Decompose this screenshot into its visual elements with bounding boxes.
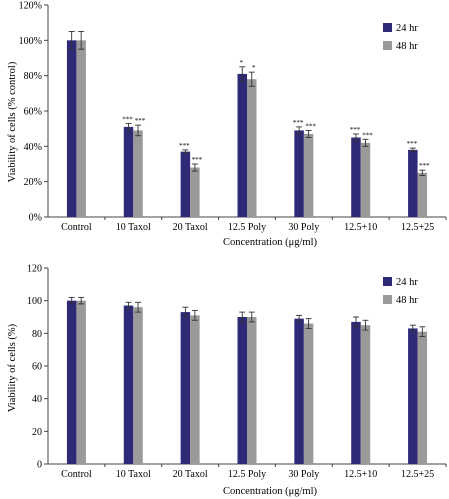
y-tick-label: 20% bbox=[24, 177, 42, 188]
significance-label: * bbox=[252, 64, 256, 72]
legend-swatch-24hr bbox=[383, 277, 392, 286]
y-tick-label: 60% bbox=[24, 107, 42, 118]
y-axis-title: Viability of cells (%) bbox=[7, 323, 18, 412]
bar-24hr bbox=[294, 130, 304, 217]
bar-24hr bbox=[123, 305, 134, 464]
x-tick-label: 12.5 Poly bbox=[228, 469, 266, 480]
bar-48hr bbox=[417, 172, 428, 217]
y-tick-label: 100% bbox=[19, 36, 42, 47]
y-tick-label: 40 bbox=[32, 394, 42, 405]
x-tick-label: 20 Taxol bbox=[173, 222, 208, 233]
x-tick-label: 12.5+10 bbox=[344, 469, 377, 480]
y-tick-label: 80 bbox=[32, 329, 42, 340]
significance-label: *** bbox=[293, 119, 304, 127]
legend-label-48hr: 48 hr bbox=[396, 295, 418, 306]
bar-48hr bbox=[247, 79, 257, 217]
chart-top: Viability of cells (% control) Concentra… bbox=[7, 1, 447, 248]
bar-48hr bbox=[133, 307, 143, 464]
bar-48hr bbox=[190, 167, 200, 217]
y-tick-label: 20 bbox=[32, 427, 42, 438]
significance-label: *** bbox=[419, 162, 430, 170]
x-tick-label: 12.5 Poly bbox=[228, 222, 266, 233]
x-tick-label: 30 Poly bbox=[288, 222, 319, 233]
x-tick-label: Control bbox=[61, 222, 92, 233]
bar-24hr bbox=[408, 149, 418, 217]
significance-label: *** bbox=[407, 140, 418, 148]
bar-48hr bbox=[303, 323, 314, 464]
significance-label: *** bbox=[362, 131, 373, 139]
legend-label-48hr: 48 hr bbox=[396, 41, 418, 52]
y-tick-label: 100 bbox=[27, 296, 42, 307]
x-tick-label: 30 Poly bbox=[288, 469, 319, 480]
significance-label: *** bbox=[192, 156, 203, 164]
significance-label: *** bbox=[135, 117, 146, 125]
x-tick-label: 12.5+10 bbox=[344, 222, 377, 233]
x-tick-label: 20 Taxol bbox=[173, 469, 208, 480]
legend-label-24hr: 24 hr bbox=[396, 277, 418, 288]
x-axis-title: Concentration (μg/ml) bbox=[223, 237, 317, 248]
significance-label: *** bbox=[122, 115, 133, 123]
x-tick-label: 10 Taxol bbox=[116, 469, 151, 480]
legend: 24 hr 48 hr bbox=[383, 23, 418, 52]
y-tick-label: 60 bbox=[32, 362, 42, 373]
y-tick-label: 80% bbox=[24, 71, 42, 82]
x-axis-title: Concentration (μg/ml) bbox=[223, 486, 317, 497]
y-tick-label: 0 bbox=[37, 460, 42, 471]
y-tick-label: 120% bbox=[19, 1, 42, 12]
bar-24hr bbox=[237, 317, 247, 464]
bar-48hr bbox=[247, 317, 257, 464]
bar-48hr bbox=[417, 331, 428, 464]
bar-48hr bbox=[133, 130, 143, 217]
y-axis-title: Viability of cells (% control) bbox=[7, 61, 18, 182]
significance-label: *** bbox=[305, 122, 316, 130]
bar-24hr bbox=[123, 126, 134, 217]
bar-24hr bbox=[66, 40, 77, 218]
bar-48hr bbox=[76, 40, 86, 218]
bar-48hr bbox=[360, 325, 371, 464]
bar-24hr bbox=[351, 321, 361, 464]
significance-label: * bbox=[240, 59, 244, 67]
bar-24hr bbox=[294, 318, 304, 464]
x-tick-label: 12.5+25 bbox=[401, 222, 434, 233]
bar-24hr bbox=[180, 312, 191, 464]
bar-24hr bbox=[66, 300, 77, 464]
y-tick-label: 0% bbox=[29, 213, 42, 224]
significance-label: *** bbox=[179, 142, 190, 150]
bar-48hr bbox=[360, 142, 371, 217]
chart-bottom: Viability of cells (%) Concentration (μg… bbox=[7, 264, 447, 497]
bar-24hr bbox=[408, 328, 418, 464]
legend: 24 hr 48 hr bbox=[383, 277, 418, 306]
significance-label: *** bbox=[350, 126, 361, 134]
x-tick-label: 10 Taxol bbox=[116, 222, 151, 233]
x-tick-label: 12.5+25 bbox=[401, 469, 434, 480]
bar-48hr bbox=[303, 133, 314, 217]
y-tick-label: 120 bbox=[27, 264, 42, 275]
bar-24hr bbox=[237, 73, 247, 218]
y-tick-label: 40% bbox=[24, 142, 42, 153]
legend-swatch-48hr bbox=[383, 295, 392, 304]
bar-48hr bbox=[190, 315, 200, 464]
legend-label-24hr: 24 hr bbox=[396, 23, 418, 34]
bar-24hr bbox=[180, 151, 191, 217]
x-tick-label: Control bbox=[61, 469, 92, 480]
legend-swatch-24hr bbox=[383, 23, 392, 32]
legend-swatch-48hr bbox=[383, 41, 392, 50]
bar-48hr bbox=[76, 300, 86, 464]
bar-24hr bbox=[351, 137, 361, 217]
